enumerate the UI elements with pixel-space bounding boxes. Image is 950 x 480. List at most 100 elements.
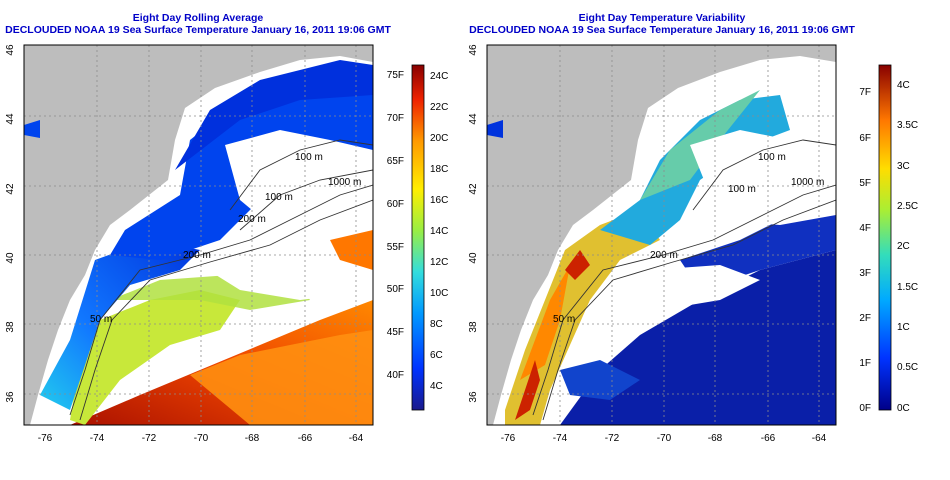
colorbar-label-c: 4C [897, 80, 910, 91]
left-colorbar-celsius: 24C 22C 20C 18C 16C 14C 12C 10C 8C 6C 4C [430, 71, 448, 392]
colorbar-label-c: 16C [430, 195, 448, 206]
colorbar-label-c: 4C [430, 381, 443, 392]
colorbar-label-c: 10C [430, 288, 448, 299]
colorbar-label-c: 2C [897, 241, 910, 252]
left-map-panel: Eight Day Rolling Average DECLOUDED NOAA… [5, 12, 448, 444]
colorbar-label-f: 1F [859, 358, 871, 369]
warm-slope-water [190, 330, 373, 425]
lat-tick: 40 [468, 252, 479, 264]
right-lon-ticks: -76 -74 -72 -70 -68 -66 -64 [501, 433, 827, 444]
lon-tick: -74 [90, 433, 105, 444]
left-contour-labels: 100 m 1000 m 100 m 200 m 200 m 50 m [90, 152, 361, 325]
right-contour-labels: 100 m 1000 m 100 m 200 m 50 m [553, 152, 824, 325]
colorbar-label-c: 1C [897, 322, 910, 333]
left-bathymetry-contours [69, 139, 373, 421]
colorbar-label-f: 60F [387, 199, 404, 210]
lon-tick: -68 [245, 433, 260, 444]
colorbar-label-f: 65F [387, 156, 404, 167]
transition-water [70, 290, 240, 425]
contour-label: 50 m [553, 314, 575, 325]
lon-tick: -74 [553, 433, 568, 444]
colorbar-label-c: 22C [430, 102, 448, 113]
colorbar-label-f: 45F [387, 327, 404, 338]
colorbar-label-c: 8C [430, 319, 443, 330]
lon-tick: -70 [657, 433, 672, 444]
left-graticule [24, 45, 373, 425]
lat-tick: 36 [5, 391, 16, 403]
lat-tick: 42 [468, 183, 479, 195]
colorbar-label-f: 2F [859, 313, 871, 324]
left-lat-ticks: 46 44 42 40 38 36 [5, 44, 16, 403]
right-bathymetry-contours [532, 139, 836, 421]
contour-label: 50 m [90, 314, 112, 325]
contour-label: 200 m [238, 214, 266, 225]
right-lat-ticks: 46 44 42 40 38 36 [468, 44, 479, 403]
lat-tick: 40 [5, 252, 16, 264]
contour-label: 100 m [295, 152, 323, 163]
right-title: Eight Day Temperature Variability [579, 12, 746, 24]
lat-tick: 46 [468, 44, 479, 56]
lon-tick: -66 [761, 433, 776, 444]
contour-label: 100 m [758, 152, 786, 163]
contour-label: 1000 m [791, 177, 824, 188]
colorbar-label-f: 40F [387, 370, 404, 381]
colorbar-label-c: 6C [430, 350, 443, 361]
lat-tick: 44 [468, 113, 479, 125]
contour-label: 200 m [650, 250, 678, 261]
lon-tick: -76 [501, 433, 516, 444]
lon-tick: -66 [298, 433, 313, 444]
lat-tick: 38 [468, 321, 479, 333]
lon-tick: -76 [38, 433, 53, 444]
lon-tick: -72 [605, 433, 620, 444]
right-colorbar [878, 64, 892, 411]
right-subtitle: DECLOUDED NOAA 19 Sea Surface Temperatur… [469, 24, 855, 36]
land-mass [487, 45, 836, 425]
colorbar-label-f: 6F [859, 133, 871, 144]
colorbar-label-c: 0C [897, 403, 910, 414]
colorbar-label-c: 20C [430, 133, 448, 144]
lat-tick: 38 [5, 321, 16, 333]
left-colorbar-fahrenheit: 75F 70F 65F 60F 55F 50F 45F 40F [387, 70, 404, 381]
right-map-area: 100 m 1000 m 100 m 200 m 50 m [487, 45, 836, 425]
colorbar-label-c: 3.5C [897, 120, 918, 131]
left-title: Eight Day Rolling Average [133, 12, 264, 24]
right-map-frame [486, 44, 837, 426]
colorbar-label-c: 12C [430, 257, 448, 268]
contour-label: 200 m [183, 250, 211, 261]
colorbar-label-f: 7F [859, 87, 871, 98]
colorbar-label-c: 3C [897, 161, 910, 172]
colorbar-label-c: 24C [430, 71, 448, 82]
colorbar-label-f: 3F [859, 268, 871, 279]
right-colorbar-fahrenheit: 7F 6F 5F 4F 3F 2F 1F 0F [859, 87, 871, 414]
contour-label: 100 m [728, 184, 756, 195]
left-map-frame [23, 44, 374, 426]
right-graticule [487, 45, 836, 425]
lon-tick: -64 [349, 433, 364, 444]
lon-tick: -70 [194, 433, 209, 444]
lat-tick: 36 [468, 391, 479, 403]
contour-label: 1000 m [328, 177, 361, 188]
colorbar-label-f: 55F [387, 242, 404, 253]
left-lon-ticks: -76 -74 -72 -70 -68 -66 -64 [38, 433, 364, 444]
colorbar-label-c: 18C [430, 164, 448, 175]
high-variability-shelf [505, 210, 660, 425]
left-map-area: 100 m 1000 m 100 m 200 m 200 m 50 m [24, 45, 373, 425]
colorbar-label-c: 1.5C [897, 282, 918, 293]
left-subtitle: DECLOUDED NOAA 19 Sea Surface Temperatur… [5, 24, 391, 36]
right-map-panel: Eight Day Temperature Variability DECLOU… [468, 12, 918, 444]
lat-tick: 42 [5, 183, 16, 195]
colorbar-label-c: 2.5C [897, 201, 918, 212]
lon-tick: -64 [812, 433, 827, 444]
left-colorbar [411, 64, 425, 411]
land-mass [24, 45, 373, 425]
colorbar-label-f: 70F [387, 113, 404, 124]
contour-label: 100 m [265, 192, 293, 203]
colorbar-label-f: 5F [859, 178, 871, 189]
shelf-water [40, 240, 200, 410]
colorbar-label-c: 14C [430, 226, 448, 237]
lat-tick: 46 [5, 44, 16, 56]
lat-tick: 44 [5, 113, 16, 125]
lon-tick: -72 [142, 433, 157, 444]
colorbar-label-f: 4F [859, 223, 871, 234]
lon-tick: -68 [708, 433, 723, 444]
